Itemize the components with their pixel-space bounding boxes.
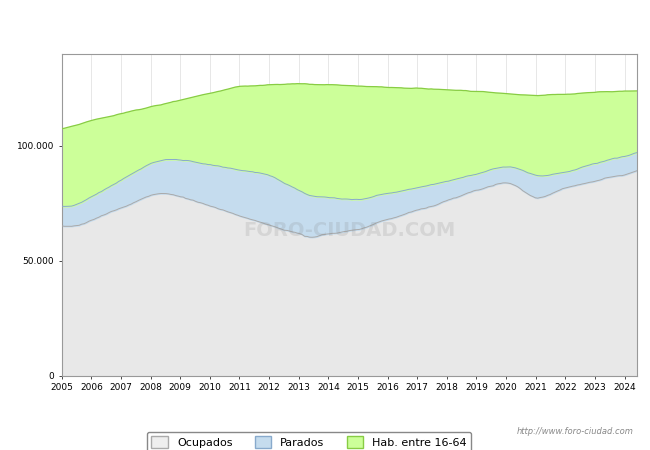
Text: FORO-CIUDAD.COM: FORO-CIUDAD.COM bbox=[243, 221, 456, 240]
Text: Albacete - Evolucion de la poblacion en edad de Trabajar Mayo de 2024: Albacete - Evolucion de la poblacion en … bbox=[86, 17, 564, 30]
Text: http://www.foro-ciudad.com: http://www.foro-ciudad.com bbox=[517, 427, 634, 436]
Legend: Ocupados, Parados, Hab. entre 16-64: Ocupados, Parados, Hab. entre 16-64 bbox=[147, 432, 471, 450]
